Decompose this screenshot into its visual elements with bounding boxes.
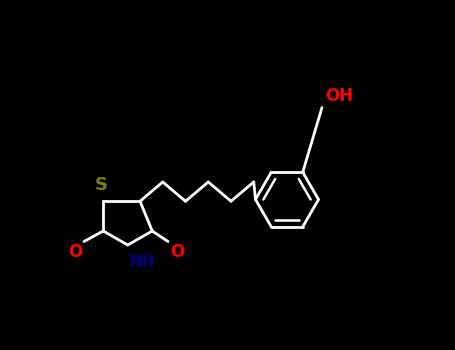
- Text: O: O: [170, 243, 184, 261]
- Text: S: S: [95, 176, 108, 194]
- Text: OH: OH: [325, 87, 353, 105]
- Text: O: O: [68, 243, 82, 261]
- Text: NH: NH: [130, 254, 155, 269]
